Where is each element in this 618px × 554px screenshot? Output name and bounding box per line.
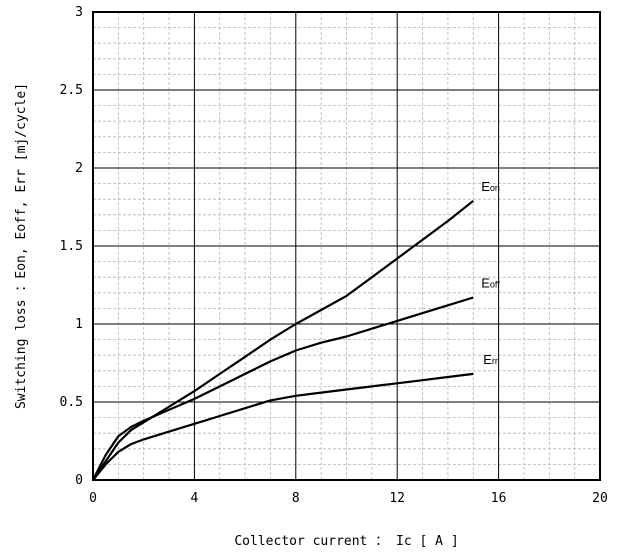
series-line-eoff bbox=[92, 296, 474, 481]
y-tick-label: 2.5 bbox=[60, 83, 83, 98]
series-label-err: Err bbox=[483, 352, 498, 367]
x-axis-label: Collector current ： Ic [ A ] bbox=[234, 534, 458, 549]
y-tick-label: 0 bbox=[75, 473, 83, 488]
series-label-eoff: Eoff bbox=[481, 275, 500, 290]
series-layer: Eon Eoff Err bbox=[92, 179, 500, 481]
x-tick-label: 16 bbox=[491, 491, 507, 506]
x-tick-labels: 0 4 8 12 16 20 bbox=[89, 491, 608, 506]
x-tick-label: 12 bbox=[389, 491, 405, 506]
series-line-err bbox=[92, 372, 474, 481]
y-tick-label: 3 bbox=[75, 5, 83, 20]
x-tick-label: 8 bbox=[292, 491, 300, 506]
x-tick-label: 0 bbox=[89, 491, 97, 506]
y-tick-label: 1 bbox=[75, 317, 83, 332]
y-tick-label: 2 bbox=[75, 161, 83, 176]
x-tick-label: 4 bbox=[190, 491, 198, 506]
series-line-eon bbox=[92, 199, 474, 481]
series-label-eon: Eon bbox=[481, 179, 500, 194]
x-tick-label: 20 bbox=[592, 491, 608, 506]
y-tick-label: 0.5 bbox=[60, 395, 83, 410]
y-tick-labels: 0 0.5 1 1.5 2 2.5 3 bbox=[60, 5, 83, 488]
plot-frame bbox=[92, 11, 601, 481]
y-tick-label: 1.5 bbox=[60, 239, 83, 254]
y-axis-label: Switching loss ：Eon, Eoff, Err [mj/cycle… bbox=[14, 83, 29, 409]
